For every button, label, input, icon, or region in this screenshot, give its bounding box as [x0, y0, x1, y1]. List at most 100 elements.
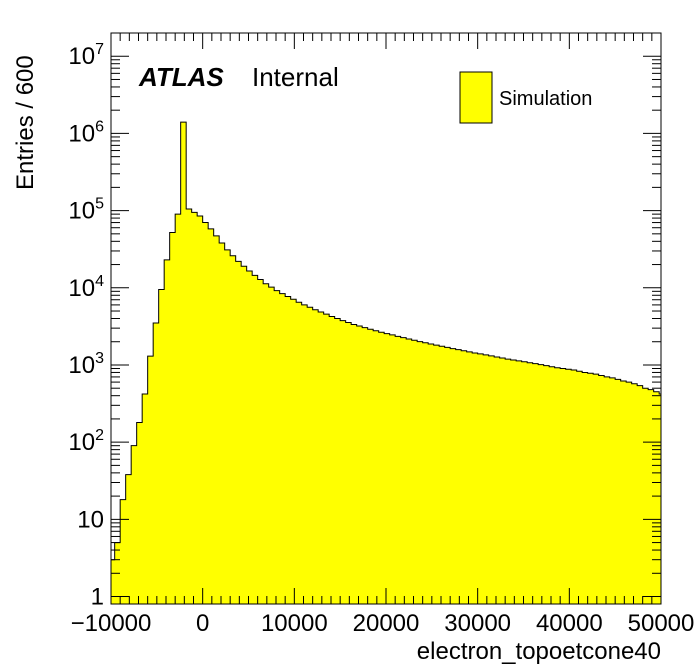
histogram-bar	[356, 325, 363, 604]
histogram-bar	[560, 368, 567, 604]
histogram-bar	[433, 345, 440, 604]
histogram-bar	[180, 122, 187, 604]
histogram-bar	[213, 235, 220, 604]
histogram-bar	[307, 307, 314, 604]
histogram-bar	[241, 266, 248, 604]
histogram-bar	[312, 309, 319, 604]
y-axis-title: Entries / 600	[12, 55, 39, 190]
x-axis-title: electron_topoetcone40	[417, 638, 661, 665]
histogram-bar	[505, 359, 512, 604]
histogram-bar	[461, 350, 468, 604]
histogram-outline	[110, 121, 661, 604]
histogram-bar	[417, 341, 424, 604]
histogram-bar	[593, 374, 600, 604]
histogram-bar	[191, 212, 198, 604]
x-tick-label: 20000	[353, 610, 420, 637]
histogram-bar	[571, 370, 578, 604]
histogram-bar	[411, 340, 418, 604]
histogram-bar	[626, 382, 633, 604]
histogram-bar	[246, 270, 253, 604]
y-tick-label: 104	[68, 273, 104, 302]
histogram-bar	[279, 293, 286, 604]
histogram-bar	[642, 388, 649, 604]
histogram-bar	[197, 216, 204, 604]
histogram-bar	[444, 347, 451, 604]
histogram-bar	[384, 333, 391, 604]
histogram-bar	[202, 222, 209, 604]
histogram-bar	[598, 375, 605, 604]
x-tick-label: 30000	[444, 610, 511, 637]
histogram-bar	[637, 385, 644, 604]
histogram-bar	[422, 342, 429, 604]
histogram-bar	[510, 359, 517, 604]
histogram-bar	[389, 334, 396, 604]
histogram-bar	[521, 361, 528, 604]
histogram-bar	[450, 348, 457, 604]
histogram-bar	[274, 290, 281, 604]
histogram-bar	[175, 214, 182, 605]
histogram-bar	[587, 373, 594, 604]
histogram-bar	[653, 391, 660, 604]
histogram-bar	[615, 379, 622, 604]
histogram-bar	[136, 422, 143, 604]
histogram-bar	[224, 249, 231, 604]
x-tick-label: 0	[196, 610, 209, 637]
internal-label: Internal	[252, 62, 339, 92]
histogram-bar	[301, 304, 308, 604]
histogram-bar	[582, 372, 589, 604]
histogram-bar	[263, 283, 270, 604]
y-tick-label: 107	[68, 41, 104, 70]
histogram-bar	[428, 343, 435, 604]
histogram-bar	[362, 327, 369, 604]
plot-frame	[110, 32, 662, 605]
x-tick-label: −10000	[71, 610, 152, 637]
histogram-bar	[604, 376, 611, 604]
axes: −10000 0 10000 20000 30000 40000 50000 1 10 102 10…	[68, 32, 695, 637]
histogram-bar	[631, 383, 638, 604]
histogram-bar	[257, 279, 264, 604]
histogram-bar	[554, 367, 561, 604]
histogram-bar	[472, 352, 479, 604]
legend: Simulation	[459, 71, 592, 124]
x-tick-label: 10000	[261, 610, 328, 637]
histogram-bar	[351, 324, 358, 604]
histogram-bar	[120, 499, 127, 604]
histogram-bar	[543, 365, 550, 604]
histogram-bar	[516, 360, 523, 604]
histogram-bar	[439, 346, 446, 604]
histogram-bar	[323, 314, 330, 604]
histogram-bar	[609, 377, 616, 604]
histogram-bar	[208, 228, 215, 604]
histogram-bar	[466, 351, 473, 604]
histogram-bar	[131, 445, 138, 604]
histogram-bar	[296, 302, 303, 604]
x-tick-label: 40000	[536, 610, 603, 637]
histogram-bar	[219, 243, 226, 605]
histogram-bar	[400, 337, 407, 604]
histogram-bar	[142, 394, 149, 604]
histogram-bar	[334, 318, 341, 604]
y-tick-label: 102	[68, 427, 104, 456]
histogram-bar	[565, 369, 572, 604]
y-tick-label: 103	[68, 350, 104, 379]
histogram-bar	[158, 289, 165, 604]
histogram-bar	[290, 299, 297, 604]
histogram-bar	[488, 355, 495, 604]
x-tick-label: 50000	[628, 610, 695, 637]
histogram-bar	[252, 275, 259, 604]
histogram-bars	[110, 121, 662, 605]
histogram-bar	[659, 394, 662, 604]
histogram-bar	[483, 354, 490, 604]
histogram-bar	[329, 316, 336, 604]
histogram-bar	[367, 329, 374, 604]
histogram-bar	[477, 353, 484, 604]
histogram-bar	[406, 339, 413, 604]
histogram-bar	[395, 336, 402, 604]
histogram-bar	[285, 296, 292, 604]
histogram-bar	[455, 349, 462, 604]
histogram-bar	[268, 287, 275, 604]
y-tick-label: 1	[91, 584, 104, 611]
legend-label-simulation: Simulation	[499, 88, 592, 110]
histogram-bar	[235, 261, 242, 604]
